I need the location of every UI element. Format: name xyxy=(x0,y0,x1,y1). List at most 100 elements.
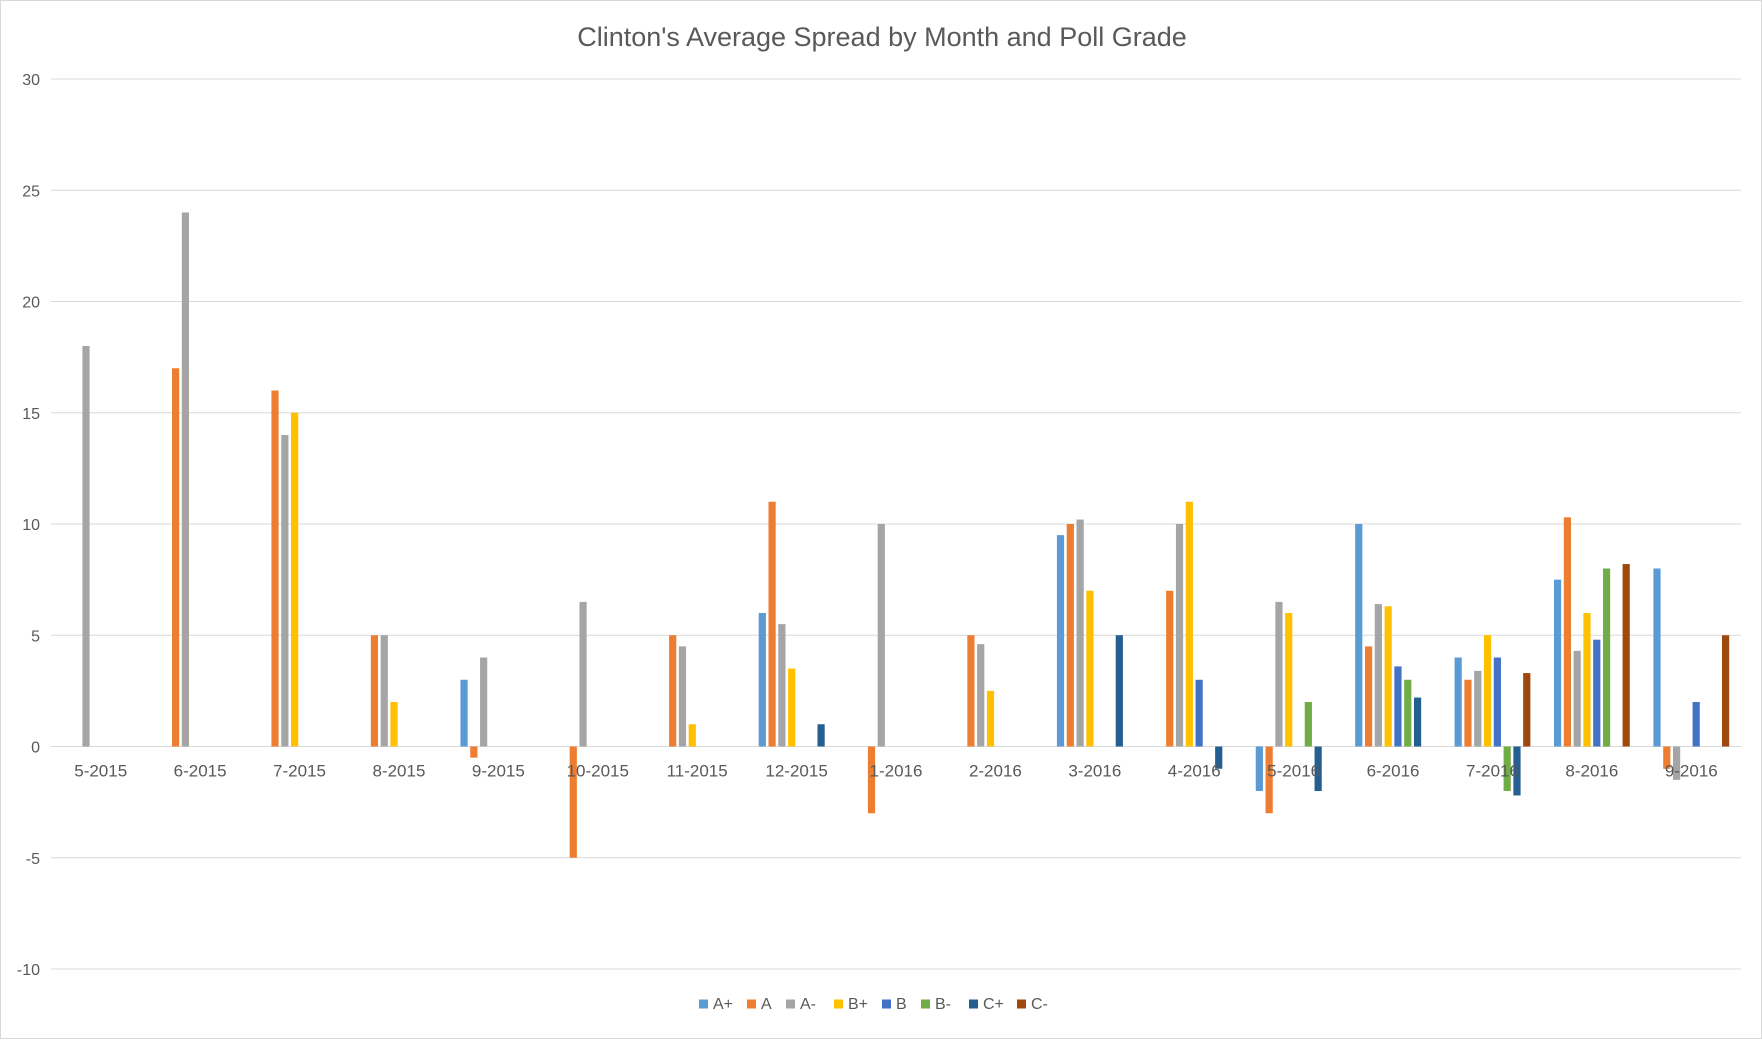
bar xyxy=(1265,746,1273,814)
x-category-label: 9-2016 xyxy=(1665,762,1718,781)
bar xyxy=(1513,746,1521,796)
bar xyxy=(669,635,677,747)
bar xyxy=(1374,604,1382,747)
bar xyxy=(1076,519,1084,747)
bar xyxy=(1314,746,1322,791)
bar xyxy=(1215,746,1223,769)
bar xyxy=(181,212,190,747)
bar xyxy=(1523,673,1531,747)
bar xyxy=(1474,670,1482,747)
bar xyxy=(1275,601,1283,747)
x-category-label: 1-2016 xyxy=(870,762,923,781)
bar xyxy=(817,724,825,747)
bar xyxy=(1066,524,1074,747)
y-tick-label: 30 xyxy=(22,72,40,89)
legend-swatch xyxy=(1017,999,1026,1009)
legend-swatch xyxy=(747,999,756,1009)
bar xyxy=(579,601,587,747)
x-category-label: 12-2015 xyxy=(765,762,827,781)
x-category-label: 5-2016 xyxy=(1267,762,1320,781)
bar xyxy=(1653,568,1661,747)
bar xyxy=(1553,579,1562,747)
bar xyxy=(1195,679,1203,747)
y-tick-label: -5 xyxy=(26,851,40,868)
bar xyxy=(1285,613,1293,747)
bar xyxy=(1692,702,1700,747)
bar xyxy=(1663,746,1671,769)
bar xyxy=(1404,679,1412,747)
x-category-label: 8-2015 xyxy=(372,762,425,781)
bar xyxy=(1086,590,1094,747)
bar xyxy=(1384,606,1392,747)
bar xyxy=(1573,650,1581,747)
legend-swatch xyxy=(969,999,978,1009)
bar xyxy=(1364,646,1373,747)
bar xyxy=(877,524,885,747)
bar xyxy=(1721,635,1730,747)
x-category-label: 6-2016 xyxy=(1367,762,1420,781)
gridlines xyxy=(51,78,1741,970)
bar xyxy=(1622,564,1630,747)
legend-label: A xyxy=(761,996,772,1013)
y-tick-label: 5 xyxy=(31,628,40,645)
x-category-label: 6-2015 xyxy=(174,762,227,781)
bar xyxy=(967,635,975,747)
bar xyxy=(380,635,388,747)
bar xyxy=(986,690,995,747)
bar xyxy=(291,412,299,747)
bar xyxy=(778,624,786,747)
bar xyxy=(1672,746,1681,780)
bar xyxy=(480,657,488,747)
x-category-label: 7-2016 xyxy=(1466,762,1519,781)
x-category-label: 7-2015 xyxy=(273,762,326,781)
y-axis-ticks: -10 -5 0 5 10 15 20 25 30 xyxy=(17,72,40,979)
bar xyxy=(1593,639,1601,747)
y-tick-label: 20 xyxy=(22,295,40,312)
legend-label: A+ xyxy=(713,996,733,1013)
y-tick-label: 10 xyxy=(22,517,40,534)
x-category-label: 2-2016 xyxy=(969,762,1022,781)
y-tick-label: -10 xyxy=(17,962,40,979)
bar xyxy=(788,668,796,747)
bar xyxy=(271,390,279,747)
bar xyxy=(768,501,776,747)
legend: A+ A A- B+ B B- C+ C- xyxy=(699,996,1048,1013)
bar xyxy=(1413,697,1422,747)
bar xyxy=(460,679,468,747)
x-category-label: 8-2016 xyxy=(1565,762,1618,781)
bar xyxy=(370,635,379,747)
x-category-label: 4-2016 xyxy=(1168,762,1221,781)
legend-swatch xyxy=(834,999,843,1009)
bar xyxy=(1185,501,1193,747)
legend-swatch xyxy=(921,999,930,1009)
bar xyxy=(1493,657,1501,747)
bar xyxy=(569,746,577,858)
bar xyxy=(1166,590,1174,747)
bar xyxy=(281,435,289,747)
bar xyxy=(1602,568,1611,747)
legend-label: B- xyxy=(935,996,951,1013)
bar xyxy=(1056,535,1065,747)
bar xyxy=(758,613,766,747)
bar xyxy=(1175,524,1184,747)
bar xyxy=(82,346,90,747)
bar xyxy=(1115,635,1123,747)
x-category-label: 10-2015 xyxy=(567,762,629,781)
legend-label: C- xyxy=(1031,996,1048,1013)
x-category-label: 3-2016 xyxy=(1068,762,1121,781)
legend-swatch xyxy=(786,999,795,1009)
y-tick-label: 0 xyxy=(31,740,40,757)
legend-label: B+ xyxy=(848,996,868,1013)
bar xyxy=(688,724,696,747)
bar xyxy=(390,702,398,747)
bar xyxy=(1503,746,1511,791)
bar xyxy=(1483,635,1492,747)
x-category-label: 11-2015 xyxy=(667,762,728,781)
bar xyxy=(1563,517,1571,747)
bar xyxy=(1464,679,1472,747)
bars xyxy=(82,212,1730,858)
x-axis-categories: 5-2015 6-2015 7-2015 8-2015 9-2015 10-2015 11-… xyxy=(74,762,1718,781)
bar xyxy=(172,368,180,747)
